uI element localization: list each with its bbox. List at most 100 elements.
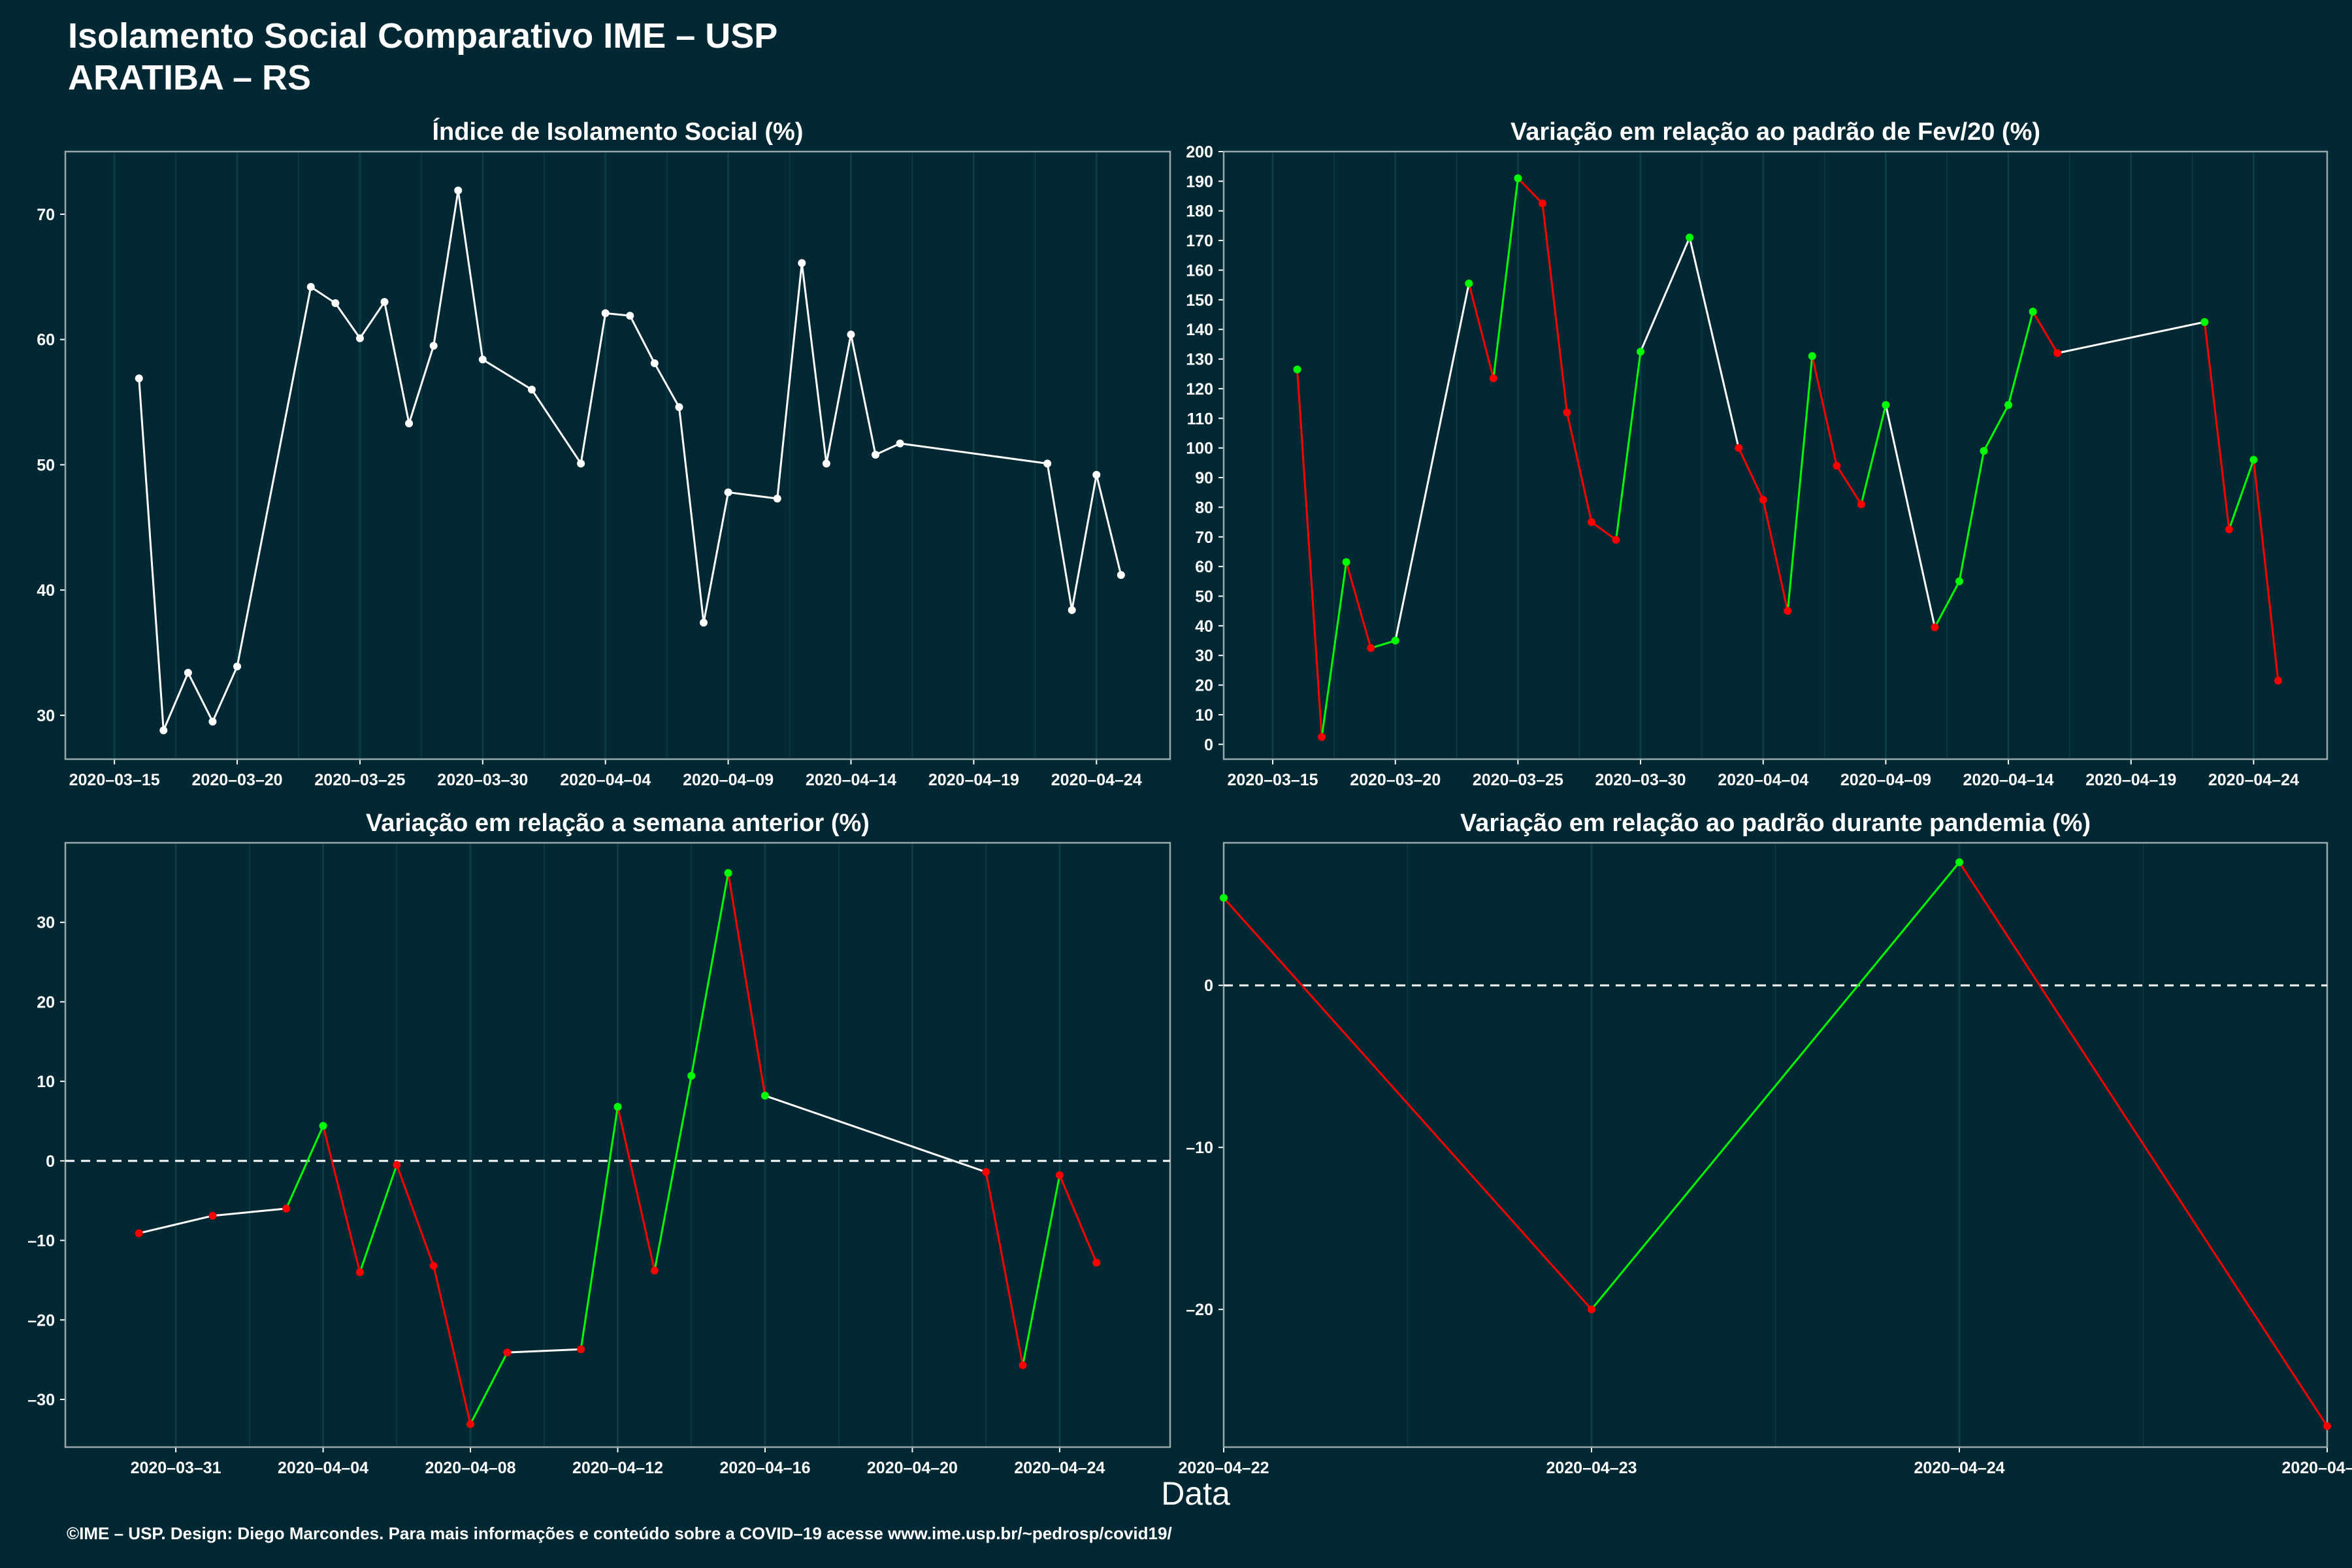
x-tick-label: 2020–04–24 <box>2208 771 2299 789</box>
series-segment <box>727 873 766 1096</box>
y-tick-label: 120 <box>1186 380 1213 399</box>
y-tick-label: 20 <box>1195 677 1213 695</box>
y-tick-label: 20 <box>37 993 55 1011</box>
series-segment <box>1688 237 1740 448</box>
series-segment <box>653 363 680 408</box>
data-point <box>601 309 610 318</box>
series-segment <box>1370 640 1396 649</box>
y-tick-label: 160 <box>1186 261 1213 280</box>
series-segment <box>764 1094 987 1173</box>
series-segment <box>1467 283 1495 379</box>
data-point <box>613 1103 622 1111</box>
data-point <box>184 668 192 677</box>
y-tick-label: 50 <box>37 456 55 474</box>
x-tick-label: 2020–04–24 <box>1014 1459 1105 1477</box>
series-segment <box>1737 448 1765 500</box>
x-tick-label: 2020–04–09 <box>1840 771 1931 789</box>
series-segment <box>1591 521 1617 541</box>
series-segment <box>1762 499 1789 612</box>
data-point <box>1068 606 1076 614</box>
data-point <box>2249 455 2258 464</box>
series-segment <box>1958 861 2328 1427</box>
series-segment <box>236 286 312 667</box>
data-point <box>1588 1305 1595 1314</box>
data-point <box>2323 1422 2331 1430</box>
data-point <box>503 1348 512 1357</box>
data-point <box>1686 233 1694 242</box>
page-subtitle: ARATIBA – RS <box>68 58 312 97</box>
data-point <box>135 1229 143 1237</box>
y-tick-label: –20 <box>27 1311 55 1330</box>
series-segment <box>469 1352 508 1425</box>
x-tick-label: 2020–04–24 <box>1914 1459 2004 1477</box>
x-tick-label: 2020–04–09 <box>683 771 774 789</box>
y-tick-label: 50 <box>1195 587 1213 606</box>
data-point <box>1342 558 1350 566</box>
data-point <box>1735 444 1743 452</box>
series-segment <box>1811 355 1838 466</box>
data-point <box>2274 676 2282 685</box>
data-point <box>1563 408 1571 417</box>
data-point <box>429 1262 438 1270</box>
x-tick-label: 2020–04–14 <box>806 771 896 789</box>
series-segment <box>605 312 630 317</box>
panel-frame <box>64 150 1171 760</box>
data-point <box>1043 459 1052 468</box>
y-tick-label: 10 <box>1195 706 1213 725</box>
x-tick-label: 2020–04–08 <box>425 1459 516 1477</box>
panel-title-4: Variação em relação ao padrão durante pa… <box>1460 809 2091 837</box>
series-segment <box>1541 203 1568 413</box>
data-point <box>393 1160 401 1169</box>
data-point <box>355 1268 364 1277</box>
y-tick-label: 10 <box>37 1073 55 1091</box>
data-point <box>1055 1171 1064 1179</box>
x-tick-label: 2020–04–14 <box>1963 771 2054 789</box>
series-segment <box>310 286 336 304</box>
y-tick-label: 90 <box>1195 469 1213 487</box>
x-tick-label: 2020–04–25 <box>2281 1459 2352 1477</box>
x-tick-label: 2020–03–20 <box>192 771 283 789</box>
series-segment <box>1884 404 1936 628</box>
series-segment <box>678 407 705 623</box>
series-segment <box>900 442 1048 465</box>
x-tick-label: 2020–03–31 <box>131 1459 221 1477</box>
data-point <box>577 459 585 468</box>
series-segment <box>408 345 435 424</box>
y-tick-label: 150 <box>1186 291 1213 310</box>
data-point <box>1220 894 1228 902</box>
panel-frame <box>64 841 1171 1448</box>
data-point <box>306 283 315 291</box>
x-tick-label: 2020–04–19 <box>928 771 1019 789</box>
y-tick-label: 0 <box>1204 977 1213 995</box>
y-tick-label: 70 <box>1195 529 1213 547</box>
data-point <box>626 312 634 320</box>
y-tick-label: 60 <box>37 331 55 350</box>
series-segment <box>1517 177 1544 204</box>
data-point <box>822 459 830 468</box>
data-point <box>429 342 438 350</box>
series-segment <box>1639 237 1691 352</box>
data-point <box>1637 348 1645 356</box>
series-segment <box>776 263 803 499</box>
data-point <box>650 1266 659 1275</box>
x-tick-label: 2020–04–12 <box>572 1459 663 1477</box>
panel-title-1: Índice de Isolamento Social (%) <box>432 117 803 146</box>
series-segment <box>702 492 730 623</box>
data-point <box>1833 461 1841 470</box>
y-tick-label: 180 <box>1186 203 1213 221</box>
data-point <box>1019 1361 1027 1369</box>
data-point <box>1367 644 1375 652</box>
data-point <box>872 451 880 459</box>
data-point <box>687 1071 696 1080</box>
series-segment <box>1046 463 1073 611</box>
y-tick-label: –30 <box>27 1391 55 1409</box>
series-segment <box>580 313 607 464</box>
x-axis-label: Data <box>1161 1475 1230 1512</box>
data-point <box>1391 636 1399 645</box>
series-segment <box>187 672 214 723</box>
x-tick-label: 2020–04–04 <box>278 1459 368 1477</box>
data-point <box>1980 447 1988 455</box>
x-tick-label: 2020–04–19 <box>2085 771 2176 789</box>
series-segment <box>1983 404 2010 451</box>
